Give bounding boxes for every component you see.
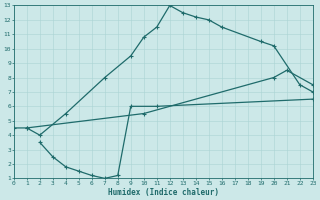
X-axis label: Humidex (Indice chaleur): Humidex (Indice chaleur) bbox=[108, 188, 219, 197]
